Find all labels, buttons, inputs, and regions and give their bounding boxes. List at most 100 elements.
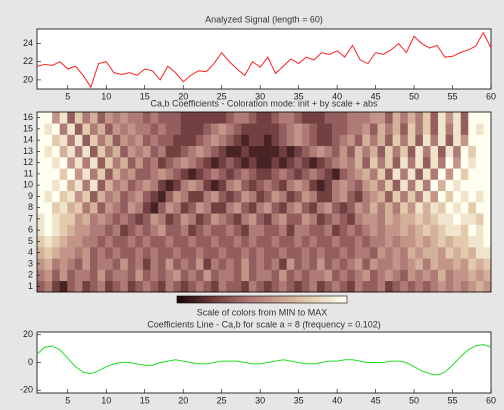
heatmap-cell — [37, 202, 45, 214]
heatmap-cell — [59, 224, 68, 237]
heatmap-cell — [460, 258, 469, 270]
heatmap-cell — [97, 202, 106, 214]
heatmap-cell — [165, 202, 174, 214]
heatmap-cell — [453, 202, 462, 214]
heatmap-cell — [294, 269, 303, 282]
heatmap-cell — [203, 213, 212, 225]
colorbar-swatch — [182, 296, 186, 303]
heatmap-cell — [475, 145, 484, 158]
heatmap-cell — [392, 145, 401, 158]
heatmap-cell — [286, 134, 295, 147]
colorbar-swatch — [299, 296, 303, 303]
heatmap-cell — [233, 269, 242, 282]
colorbar-swatch — [195, 296, 199, 303]
heatmap-cell — [453, 157, 462, 169]
heatmap-cell — [445, 179, 454, 192]
heatmap-cell — [52, 134, 60, 147]
heatmap-cell — [422, 123, 431, 135]
heatmap-cell — [89, 190, 98, 203]
heatmap-cell — [248, 123, 257, 135]
heatmap-cell — [173, 123, 182, 135]
heatmap-cell — [415, 157, 424, 169]
heatmap-cell — [248, 213, 257, 225]
heatmap-cell — [460, 280, 469, 293]
heatmap-cell — [256, 190, 265, 203]
heatmap-cell — [180, 247, 189, 259]
heatmap-cell — [264, 235, 272, 248]
heatmap-cell — [97, 247, 106, 259]
heatmap-cell — [475, 168, 484, 180]
heatmap-cell — [173, 134, 182, 147]
colorbar-swatch — [307, 296, 311, 303]
heatmap-cell — [158, 269, 166, 282]
heatmap-cell — [438, 247, 446, 259]
heatmap-cell — [135, 123, 144, 135]
heatmap-cell — [256, 123, 265, 135]
heatmap-cell — [218, 168, 227, 180]
colorbar-swatch — [184, 296, 188, 303]
heatmap-cell — [74, 224, 83, 237]
heatmap-cell — [241, 258, 250, 270]
heatmap-cell — [135, 224, 144, 237]
heatmap-cell — [271, 213, 280, 225]
heatmap-cell — [256, 235, 265, 248]
heatmap-cell — [248, 179, 257, 192]
heatmap-cell — [37, 224, 45, 237]
heatmap-cell — [286, 258, 295, 270]
heatmap-cell — [218, 258, 227, 270]
heatmap-cell — [294, 123, 303, 135]
heatmap-cell — [233, 179, 242, 192]
heatmap-cell — [385, 112, 393, 124]
heatmap-cell — [97, 190, 106, 203]
heatmap-cell — [271, 134, 280, 147]
heatmap-cell — [309, 157, 318, 169]
heatmap-cell — [59, 123, 68, 135]
heatmap-cell — [89, 168, 98, 180]
heatmap-cell — [120, 202, 129, 214]
heatmap-cell — [256, 202, 265, 214]
heatmap-cell — [309, 235, 318, 248]
heatmap-cell — [347, 202, 356, 214]
heatmap-cell — [362, 258, 371, 270]
heatmap-cell — [74, 123, 83, 135]
heatmap-cell — [248, 112, 257, 124]
heatmap-cell — [264, 134, 272, 147]
heatmap-cell — [332, 258, 340, 270]
heatmap-cell — [82, 179, 91, 192]
heatmap-cell — [74, 179, 83, 192]
heatmap-cell — [369, 190, 378, 203]
heatmap-cell — [422, 112, 431, 124]
heatmap-cell — [241, 134, 250, 147]
heatmap-cell — [89, 145, 98, 158]
heatmap-cell — [158, 134, 166, 147]
heatmap-cell — [105, 123, 113, 135]
heatmap-cell — [483, 247, 492, 259]
heatmap-cell — [74, 235, 83, 248]
heatmap-cell — [400, 112, 409, 124]
heatmap-cell — [127, 179, 136, 192]
heatmap-cell — [354, 213, 363, 225]
heatmap-cell — [89, 213, 98, 225]
heatmap-cell — [195, 269, 204, 282]
heatmap-cell — [460, 179, 469, 192]
heatmap-cell — [468, 145, 477, 158]
colorbar-swatch — [214, 296, 218, 303]
heatmap-cell — [400, 179, 409, 192]
colorbar-swatch — [285, 296, 289, 303]
heatmap-cell — [127, 168, 136, 180]
heatmap-cell — [415, 235, 424, 248]
heatmap-cell — [468, 280, 477, 293]
heatmap-cell — [407, 269, 416, 282]
heatmap-cell — [188, 258, 197, 270]
heatmap-cell — [44, 247, 53, 259]
heatmap-cell — [37, 179, 45, 192]
heatmap-cell — [286, 190, 295, 203]
heatmap-cell — [158, 112, 166, 124]
heatmap-cell — [279, 280, 287, 293]
heatmap-cell — [316, 190, 325, 203]
heatmap-cell — [158, 258, 166, 270]
heatmap-cell — [211, 112, 219, 124]
colorbar-swatch — [251, 296, 255, 303]
heatmap-cell — [438, 157, 446, 169]
heatmap-cell — [354, 179, 363, 192]
